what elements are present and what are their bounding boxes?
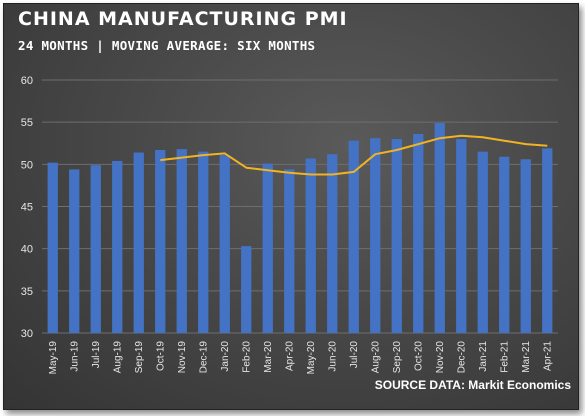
x-tick-label: Feb-21 — [499, 341, 510, 373]
bar — [112, 160, 123, 333]
y-tick-label: 60 — [21, 75, 33, 87]
x-tick-label: Sep-20 — [392, 341, 403, 374]
y-tick-label: 55 — [21, 117, 33, 129]
moving-average-line — [160, 134, 548, 176]
bar — [284, 169, 295, 333]
source-note: SOURCE DATA: Markit Economics — [374, 378, 571, 392]
bar — [391, 139, 402, 333]
x-tick-label: Sep-19 — [134, 341, 145, 374]
bar — [456, 139, 467, 333]
x-tick-label: May-19 — [48, 341, 59, 375]
x-tick-label: Apr-21 — [542, 341, 553, 371]
bar — [477, 151, 488, 333]
bar — [370, 138, 381, 333]
y-tick-label: 50 — [21, 159, 33, 171]
bar — [434, 123, 445, 333]
bar — [542, 148, 553, 333]
bar — [348, 140, 359, 333]
x-tick-label: Dec-20 — [456, 341, 467, 374]
x-tick-label: Nov-20 — [435, 341, 446, 374]
bar — [47, 162, 58, 333]
x-tick-label: Jul-19 — [91, 341, 102, 369]
x-tick-label: Mar-21 — [521, 341, 532, 373]
x-tick-label: May-20 — [306, 341, 317, 375]
bar — [413, 133, 424, 333]
bar — [198, 151, 209, 333]
chart-subtitle: 24 MONTHS | MOVING AVERAGE: SIX MONTHS — [18, 38, 316, 53]
bar — [69, 169, 80, 333]
x-tick-label: Apr-20 — [284, 341, 295, 371]
x-tick-label: Aug-20 — [370, 341, 381, 374]
bar — [133, 152, 144, 333]
x-tick-label: Oct-20 — [413, 341, 424, 371]
x-tick-label: Jan-21 — [478, 341, 489, 372]
x-tick-label: Feb-20 — [241, 341, 252, 373]
chart-title: CHINA MANUFACTURING PMI — [18, 8, 348, 30]
bar — [176, 149, 187, 333]
bar — [262, 163, 273, 333]
bar — [327, 154, 338, 333]
x-tick-label: Aug-19 — [112, 341, 123, 374]
x-tick-label: Dec-19 — [198, 341, 209, 374]
bar — [305, 158, 316, 333]
x-tick-label: Jul-20 — [349, 341, 360, 369]
y-tick-label: 45 — [21, 202, 33, 214]
bar — [219, 155, 230, 333]
y-tick-label: 30 — [21, 328, 33, 340]
x-tick-label: Jun-19 — [69, 341, 80, 372]
x-tick-label: Nov-19 — [177, 341, 188, 374]
bar — [90, 165, 101, 333]
x-tick-label: Jun-20 — [327, 341, 338, 372]
bar — [155, 149, 166, 333]
bar — [520, 159, 531, 333]
bar — [499, 156, 510, 333]
x-tick-label: Oct-19 — [155, 341, 166, 371]
y-tick-label: 40 — [21, 244, 33, 256]
x-tick-label: Jan-20 — [220, 341, 231, 372]
x-tick-label: Mar-20 — [263, 341, 274, 373]
bar — [241, 246, 252, 333]
y-tick-label: 35 — [21, 286, 33, 298]
